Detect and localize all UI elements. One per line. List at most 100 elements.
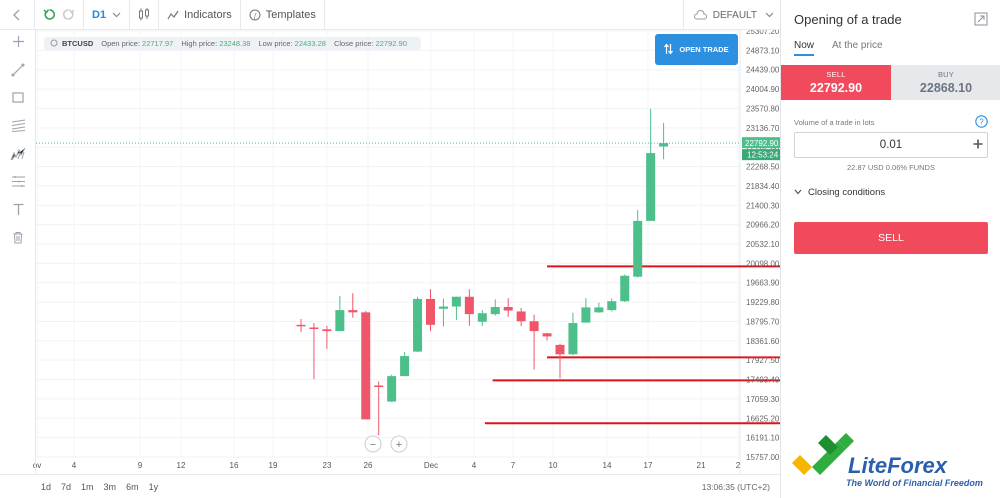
candle-body	[296, 324, 306, 327]
sell-quote-label: SELL	[826, 70, 846, 79]
range-7d[interactable]: 7d	[61, 481, 72, 492]
x-tick-label: 16	[230, 461, 239, 470]
volume-increase-button[interactable]	[970, 136, 986, 154]
candle-bearish	[322, 325, 332, 349]
y-tick-label: 16625.20	[746, 414, 780, 423]
ruler-icon	[11, 175, 26, 193]
open-trade-button[interactable]: OPEN TRADE	[655, 34, 738, 65]
candle-body	[581, 307, 591, 323]
range-1m[interactable]: 1m	[81, 481, 94, 492]
question-icon: ?	[975, 115, 988, 132]
chart-canvas[interactable]: 25307.20 24873.10 24439.00 24004.90 23570.80…	[0, 27, 1000, 474]
zoom-in-button[interactable]: +	[390, 435, 408, 453]
sell-button[interactable]: SELL	[794, 222, 988, 254]
indicators-label: Indicators	[184, 8, 232, 21]
y-tick-label: 17493.40	[746, 376, 780, 385]
back-button[interactable]	[0, 0, 35, 30]
templates-button[interactable]: f Templates	[241, 0, 325, 30]
zoom-in-circle	[390, 435, 408, 453]
logo-emblem-icon	[792, 433, 854, 475]
help-button[interactable]: ?	[975, 115, 988, 133]
candle-body	[477, 313, 487, 322]
candle-bullish	[477, 310, 487, 327]
candle-bearish	[516, 307, 526, 327]
high-price-label: High price:	[181, 39, 218, 48]
candle-body	[594, 307, 604, 313]
indicators-button[interactable]: Indicators	[159, 0, 241, 30]
y-tick-label: 24004.90	[746, 85, 780, 94]
y-tick-label: 20532.10	[746, 240, 780, 249]
countdown-tag	[742, 149, 780, 161]
trendline-tool[interactable]	[0, 58, 36, 86]
range-3m[interactable]: 3m	[103, 481, 117, 492]
candle-bullish	[438, 298, 448, 327]
buy-quote-button[interactable]: BUY 22868.10	[891, 65, 1000, 100]
candle-bearish	[529, 314, 539, 370]
y-tick-label: 18795.70	[746, 317, 780, 326]
crosshair-tool[interactable]	[0, 30, 36, 58]
closing-conditions-toggle[interactable]: Closing conditions	[794, 187, 885, 198]
tab-now[interactable]: Now	[794, 40, 815, 56]
x-tick-label: 19	[269, 461, 278, 470]
y-tick-label: 20098.00	[746, 259, 780, 268]
chart-type-button[interactable]	[130, 0, 160, 30]
x-tick-label: 23	[323, 461, 332, 470]
ruler-tool[interactable]	[0, 170, 36, 198]
expand-button[interactable]	[974, 12, 988, 31]
candle-bullish	[400, 352, 410, 377]
y-tick-label: 19663.90	[746, 279, 780, 288]
zoom-out-button[interactable]: −	[364, 435, 382, 453]
y-tick-label: 24873.10	[746, 46, 780, 55]
volume-input[interactable]	[794, 132, 988, 158]
chevron-down-icon	[765, 12, 774, 18]
updown-arrows-icon	[664, 43, 674, 57]
range-1y[interactable]: 1y	[148, 481, 159, 492]
candle-bearish	[309, 323, 319, 380]
fib-tool[interactable]	[0, 114, 36, 142]
x-tick-label: 4	[472, 461, 477, 470]
x-tick-label: Dec	[424, 461, 438, 470]
delete-drawings-tool[interactable]	[0, 226, 36, 254]
candle-bullish	[594, 302, 604, 313]
volume-label: Volume of a trade in lots	[794, 118, 875, 127]
candle-body	[542, 333, 552, 337]
tab-at-the-price[interactable]: At the price	[832, 40, 883, 51]
undo-button[interactable]	[35, 0, 56, 30]
x-tick-label: 21	[697, 461, 706, 470]
candle-bearish	[361, 311, 371, 420]
candle-bullish	[646, 108, 656, 221]
sell-quote-button[interactable]: SELL 22792.90	[781, 65, 891, 100]
text-tool[interactable]	[0, 198, 36, 226]
expand-icon	[974, 12, 988, 30]
range-1d[interactable]: 1d	[41, 481, 52, 492]
rectangle-icon	[11, 91, 25, 109]
candle-body	[413, 298, 423, 352]
y-tick-label: 17059.30	[746, 395, 780, 404]
timeframe-selector[interactable]: D1	[84, 0, 131, 30]
candle-bearish	[348, 293, 358, 318]
candle-bearish	[464, 289, 474, 326]
candle-bearish	[555, 343, 565, 379]
range-6m[interactable]: 6m	[126, 481, 139, 492]
redo-icon	[62, 8, 75, 21]
pattern-tool[interactable]	[0, 142, 36, 170]
candle-bullish	[413, 296, 423, 353]
liteforex-logo: LiteForex The World of Financial Freedom	[792, 427, 1000, 493]
y-tick-label: 21400.30	[746, 201, 780, 210]
logo-brand: LiteForex	[848, 453, 948, 478]
open-price-value: 22717.97	[142, 39, 174, 48]
candle-bullish	[581, 298, 591, 323]
redo-button[interactable]	[56, 0, 84, 30]
trade-panel: Opening of a trade Now At the price SELL…	[780, 0, 1000, 498]
candle-body	[426, 298, 435, 325]
x-tick-label: 10	[549, 461, 558, 470]
x-tick-label: 14	[603, 461, 612, 470]
price-chart[interactable]: 25307.20 24873.10 24439.00 24004.90 23570.80…	[0, 27, 1000, 474]
rectangle-tool[interactable]	[0, 86, 36, 114]
templates-label: Templates	[265, 8, 316, 21]
candles	[296, 108, 669, 436]
y-tick-label: 25307.20	[746, 30, 780, 36]
candle-bullish	[490, 299, 500, 316]
layout-selector[interactable]: DEFAULT	[682, 0, 780, 30]
y-tick-label: 18361.60	[746, 337, 780, 346]
